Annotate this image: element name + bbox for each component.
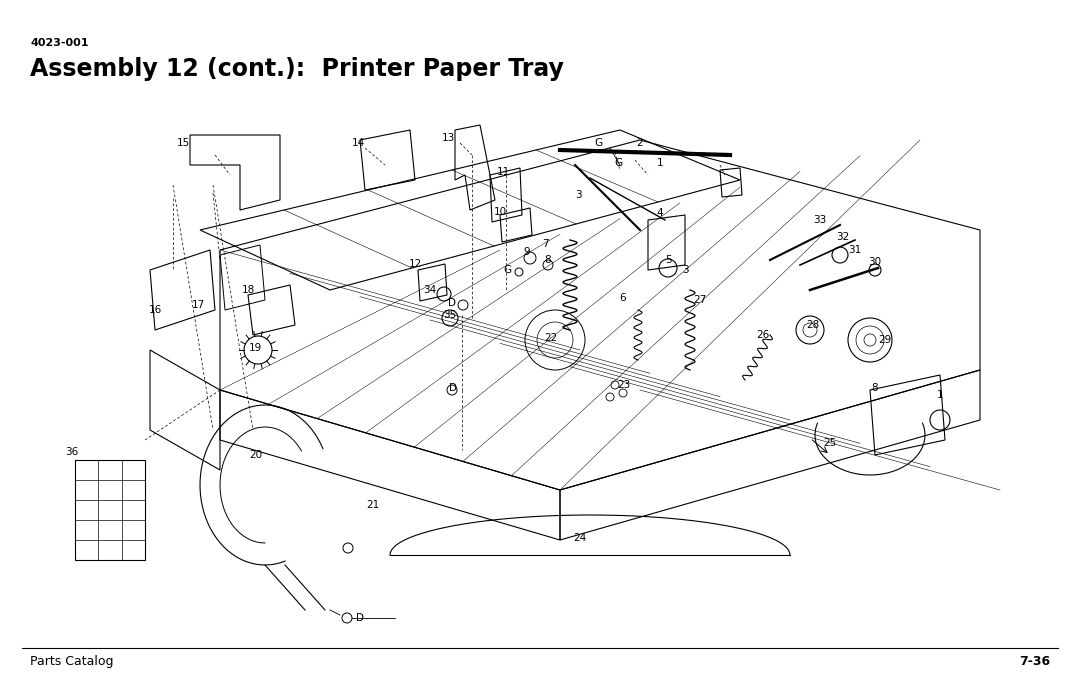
Text: 30: 30	[868, 257, 881, 267]
Text: 3: 3	[575, 190, 581, 200]
Text: 1: 1	[936, 390, 943, 400]
Text: 34: 34	[423, 285, 436, 295]
Text: G: G	[503, 265, 511, 275]
Bar	[75, 460, 145, 560]
Text: 3: 3	[681, 265, 688, 275]
Text: 32: 32	[836, 232, 850, 242]
Text: D: D	[448, 298, 456, 308]
Text: 4023-001: 4023-001	[30, 38, 89, 48]
Text: 25: 25	[823, 438, 837, 448]
Text: 36: 36	[66, 447, 79, 457]
Text: 16: 16	[148, 305, 162, 315]
Text: 28: 28	[807, 320, 820, 330]
Text: 8: 8	[872, 383, 878, 393]
Text: 29: 29	[878, 335, 892, 345]
Text: 14: 14	[351, 138, 365, 148]
Text: 23: 23	[618, 380, 631, 390]
Text: 26: 26	[756, 330, 770, 340]
Text: 31: 31	[849, 245, 862, 255]
Text: 5: 5	[664, 255, 672, 265]
Text: 22: 22	[544, 333, 557, 343]
Text: 12: 12	[408, 259, 421, 269]
Text: G: G	[613, 158, 622, 168]
Text: 21: 21	[366, 500, 380, 510]
Text: 2: 2	[637, 138, 644, 148]
Text: 8: 8	[544, 255, 551, 265]
Text: 27: 27	[693, 295, 706, 305]
Text: 35: 35	[444, 310, 457, 320]
Text: D: D	[356, 613, 364, 623]
Text: 11: 11	[497, 167, 510, 177]
Text: 24: 24	[573, 533, 586, 543]
Text: 17: 17	[191, 300, 204, 310]
Text: 9: 9	[524, 247, 530, 257]
Text: 4: 4	[657, 208, 663, 218]
Text: 10: 10	[494, 207, 507, 217]
Text: 15: 15	[176, 138, 190, 148]
Text: 7: 7	[542, 239, 549, 249]
Text: Parts Catalog: Parts Catalog	[30, 655, 113, 668]
Text: 13: 13	[442, 133, 455, 143]
Text: 6: 6	[620, 293, 626, 303]
Text: 19: 19	[248, 343, 261, 353]
Text: G: G	[594, 138, 602, 148]
Text: D: D	[449, 383, 457, 393]
Text: 33: 33	[813, 215, 826, 225]
Text: 1: 1	[657, 158, 663, 168]
Text: 18: 18	[241, 285, 255, 295]
Text: 7-36: 7-36	[1018, 655, 1050, 668]
Text: Assembly 12 (cont.):  Printer Paper Tray: Assembly 12 (cont.): Printer Paper Tray	[30, 57, 564, 81]
Text: 20: 20	[249, 450, 262, 460]
